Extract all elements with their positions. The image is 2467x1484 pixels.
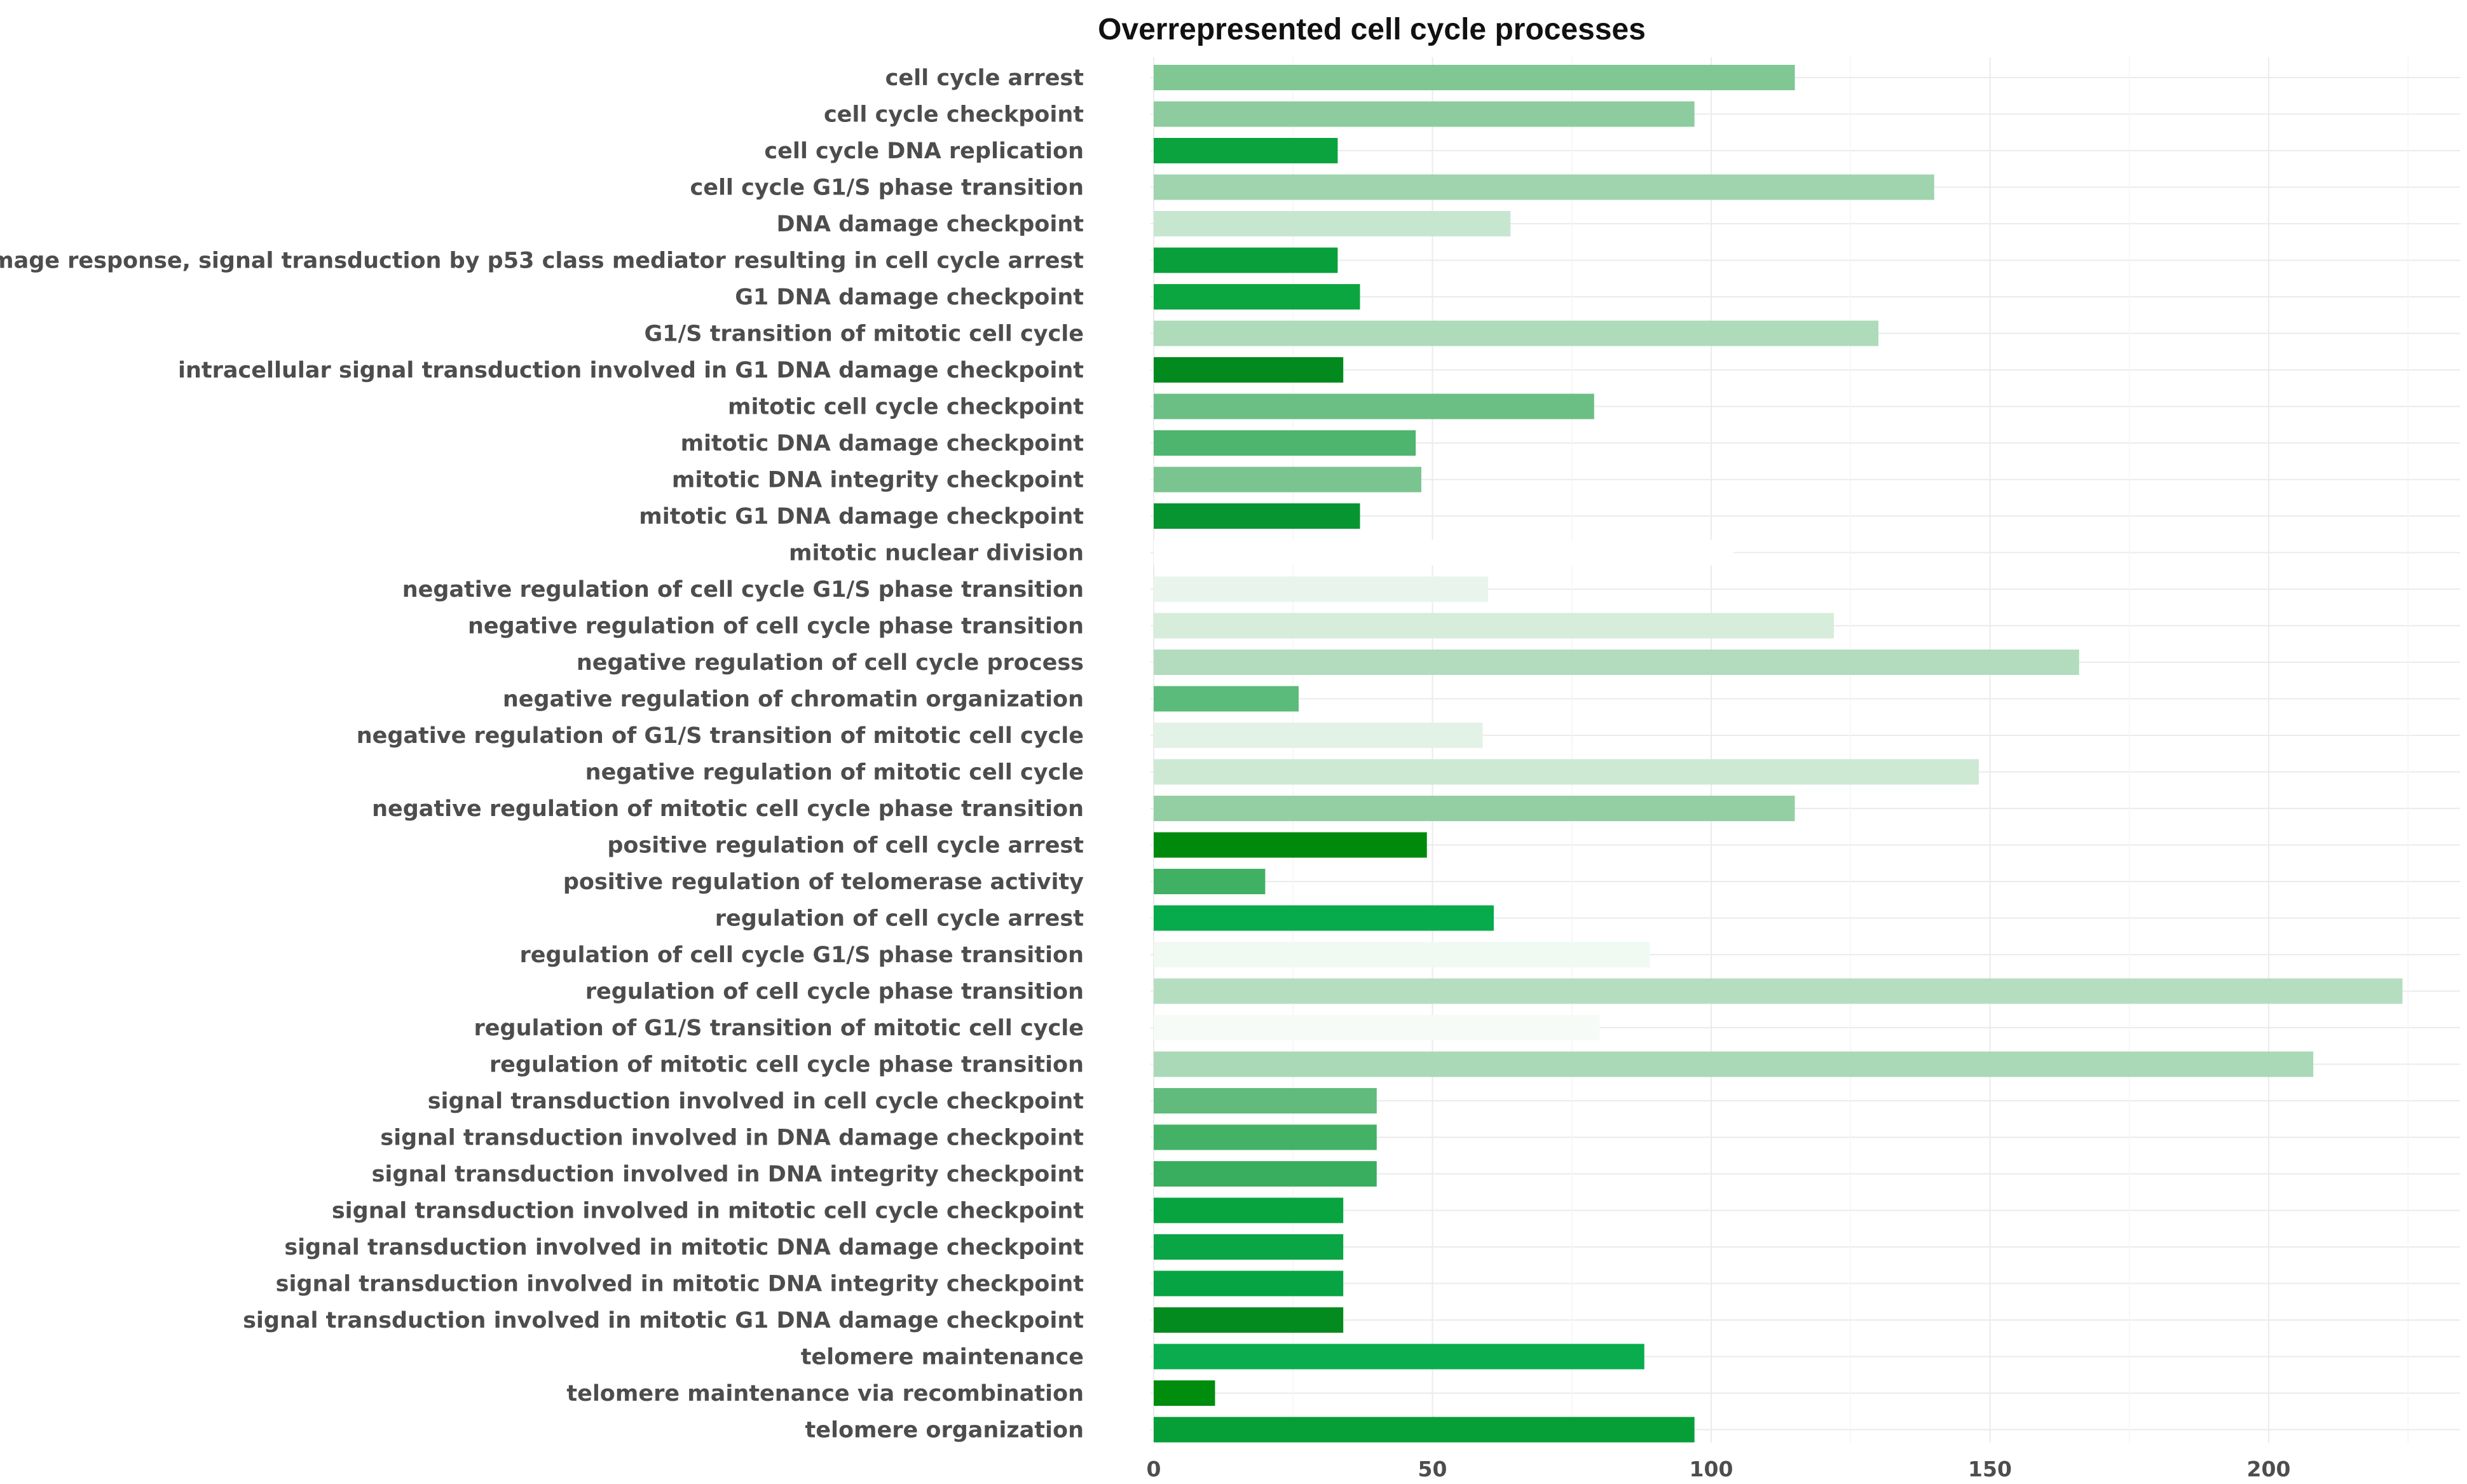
x-tick-label: 50 [1418,1457,1447,1481]
category-label: telomere maintenance [801,1345,1084,1370]
bar[interactable] [1154,1307,1344,1333]
category-label: signal transduction involved in cell cyc… [428,1089,1084,1114]
x-tick-label: 0 [1147,1457,1161,1481]
category-label: cell cycle G1/S phase transition [690,175,1084,201]
category-label: cell cycle DNA replication [764,139,1084,164]
bar[interactable] [1154,247,1338,273]
bar[interactable] [1154,174,1934,200]
category-label: G1 DNA damage checkpoint [735,285,1084,310]
category-label: cell cycle arrest [885,65,1084,91]
category-label: regulation of cell cycle phase transitio… [585,979,1084,1005]
bar[interactable] [1154,1161,1377,1187]
category-label: mitotic cell cycle checkpoint [728,395,1084,420]
category-label: negative regulation of cell cycle G1/S p… [402,577,1084,602]
bar[interactable] [1154,1124,1377,1150]
bar[interactable] [1154,832,1427,858]
category-label: negative regulation of cell cycle phase … [468,614,1084,639]
category-label: intracellular signal transduction involv… [178,358,1084,383]
bar[interactable] [1154,978,2403,1004]
category-label: regulation of cell cycle G1/S phase tran… [520,943,1084,968]
x-tick-label: 200 [2247,1457,2291,1481]
category-label: negative regulation of G1/S transition o… [357,723,1084,749]
bar[interactable] [1154,1270,1344,1297]
bar[interactable] [1154,1197,1344,1223]
bar[interactable] [1154,796,1795,821]
bar[interactable] [1154,540,1734,566]
bar[interactable] [1154,869,1266,894]
category-label: cell cycle checkpoint [824,102,1084,128]
category-label: signal transduction involved in mitotic … [243,1308,1084,1333]
category-label: telomere organization [805,1418,1084,1443]
category-label: signal transduction involved in DNA dama… [380,1126,1084,1151]
bar[interactable] [1154,466,1421,493]
category-label: mitotic DNA damage checkpoint [681,431,1084,456]
category-label: negative regulation of mitotic cell cycl… [372,796,1084,822]
bar[interactable] [1154,320,1879,346]
bar[interactable] [1154,1380,1215,1406]
category-label: negative regulation of mitotic cell cycl… [585,760,1084,786]
bar[interactable] [1154,503,1360,529]
category-label: DNA damage checkpoint [776,212,1084,237]
bar[interactable] [1154,211,1511,236]
category-label: signal transduction involved in mitotic … [276,1272,1084,1297]
bar[interactable] [1154,357,1344,383]
category-label: DNA damage response, signal transduction… [0,248,1084,274]
bar[interactable] [1154,284,1360,310]
category-label: positive regulation of telomerase activi… [563,869,1084,895]
bar[interactable] [1154,905,1494,931]
category-label: negative regulation of cell cycle proces… [577,650,1084,676]
bar[interactable] [1154,430,1416,456]
category-label: G1/S transition of mitotic cell cycle [644,322,1084,347]
category-label: signal transduction involved in DNA inte… [372,1162,1084,1187]
bar[interactable] [1154,686,1299,712]
bar[interactable] [1154,1088,1377,1113]
category-label: regulation of cell cycle arrest [715,906,1084,932]
category-label: mitotic G1 DNA damage checkpoint [639,504,1084,529]
x-axis-ticks: 0 50 100 150 200 [1147,1457,2291,1481]
bar[interactable] [1154,613,1834,639]
category-label: telomere maintenance via recombination [566,1381,1084,1406]
category-label: positive regulation of cell cycle arrest [607,833,1084,859]
bar[interactable] [1154,759,1979,785]
category-label: negative regulation of chromatin organiz… [503,687,1084,712]
bar[interactable] [1154,576,1489,602]
bar[interactable] [1154,1051,2314,1077]
bar[interactable] [1154,65,1795,90]
x-tick-label: 100 [1690,1457,1733,1481]
bar[interactable] [1154,723,1483,748]
bar[interactable] [1154,1234,1344,1260]
category-label: mitotic nuclear division [789,541,1084,566]
bars [1154,65,2403,1443]
chart-title: Overrepresented cell cycle processes [1098,13,1646,46]
bar[interactable] [1154,1417,1695,1443]
category-label: signal transduction involved in mitotic … [284,1235,1084,1260]
bar[interactable] [1154,1015,1600,1040]
bar[interactable] [1154,101,1695,127]
bar[interactable] [1154,393,1594,419]
x-tick-label: 150 [1968,1457,2012,1481]
category-label: signal transduction involved in mitotic … [332,1199,1084,1224]
category-label: regulation of mitotic cell cycle phase t… [489,1052,1084,1078]
category-label: regulation of G1/S transition of mitotic… [474,1016,1084,1041]
grid-lines [1151,57,2460,1443]
bar[interactable] [1154,650,2079,675]
category-label: mitotic DNA integrity checkpoint [672,468,1084,493]
bar[interactable] [1154,942,1650,967]
bar[interactable] [1154,1344,1644,1370]
bar[interactable] [1154,138,1338,163]
category-labels: cell cycle arrest cell cycle checkpoint ce… [0,65,1084,1443]
